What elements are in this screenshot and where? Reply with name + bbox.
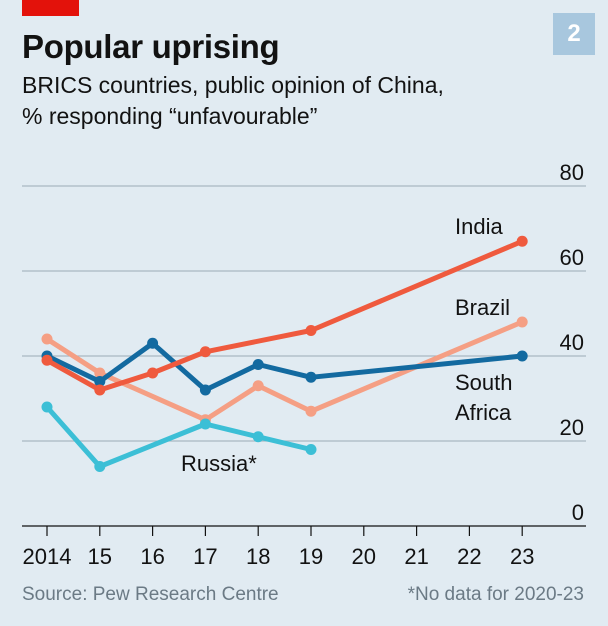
brand-red-tab bbox=[22, 0, 79, 16]
series-label-india: India bbox=[455, 214, 503, 239]
data-point-india-2014 bbox=[41, 354, 53, 366]
data-note: *No data for 2020-23 bbox=[407, 584, 584, 605]
data-point-russia-2019 bbox=[305, 444, 317, 455]
series-line-brazil bbox=[44, 319, 525, 423]
data-point-south-africa-2019 bbox=[305, 371, 317, 383]
series-line-russia bbox=[44, 404, 314, 469]
data-point-south-africa-2015 bbox=[94, 376, 106, 387]
y-tick-label-40: 40 bbox=[560, 330, 584, 355]
data-point-india-2017 bbox=[199, 346, 211, 358]
x-tick-label-2014: 2014 bbox=[23, 544, 72, 569]
x-tick-label-17: 17 bbox=[193, 544, 217, 569]
y-tick-label-80: 80 bbox=[560, 160, 584, 185]
chart-number-badge: 2 bbox=[553, 13, 595, 55]
series-label-brazil: Brazil bbox=[455, 295, 510, 320]
x-tick-label-21: 21 bbox=[404, 544, 428, 569]
series-line-india bbox=[44, 238, 525, 393]
series-label-south-africa-1: South bbox=[455, 370, 513, 395]
data-point-india-2023 bbox=[516, 235, 528, 247]
x-tick-label-15: 15 bbox=[88, 544, 112, 569]
x-tick-label-22: 22 bbox=[457, 544, 481, 569]
data-point-brazil-2018 bbox=[252, 380, 264, 392]
data-point-brazil-2014 bbox=[41, 333, 53, 345]
series-label-south-africa-2: Africa bbox=[455, 400, 512, 425]
data-point-india-2019 bbox=[305, 325, 317, 336]
x-tick-label-23: 23 bbox=[510, 544, 534, 569]
x-tick-label-16: 16 bbox=[140, 544, 164, 569]
data-point-india-2015 bbox=[94, 384, 106, 396]
x-tick-label-19: 19 bbox=[299, 544, 323, 569]
subtitle-line-2: % responding “unfavourable” bbox=[22, 103, 318, 129]
series-label-russia: Russia* bbox=[181, 451, 257, 476]
x-tick-label-20: 20 bbox=[352, 544, 376, 569]
y-tick-label-20: 20 bbox=[560, 415, 584, 440]
data-point-russia-2017 bbox=[199, 418, 211, 430]
data-point-south-africa-2016 bbox=[147, 337, 159, 349]
data-point-india-2016 bbox=[147, 367, 159, 379]
data-point-south-africa-2017 bbox=[199, 384, 211, 396]
data-point-russia-2015 bbox=[94, 461, 106, 472]
y-tick-label-60: 60 bbox=[560, 245, 584, 270]
chart-title: Popular uprising bbox=[22, 28, 280, 65]
data-point-russia-2018 bbox=[252, 431, 264, 443]
subtitle-line-1: BRICS countries, public opinion of China… bbox=[22, 72, 444, 98]
data-point-south-africa-2023 bbox=[516, 350, 528, 362]
source-note: Source: Pew Research Centre bbox=[22, 584, 279, 605]
chart-subtitle: BRICS countries, public opinion of China… bbox=[22, 70, 542, 132]
data-point-russia-2014 bbox=[41, 401, 53, 413]
data-point-south-africa-2018 bbox=[252, 359, 264, 370]
y-tick-label-0: 0 bbox=[572, 500, 584, 525]
data-point-brazil-2019 bbox=[305, 405, 317, 417]
data-point-brazil-2023 bbox=[516, 316, 528, 328]
x-tick-label-18: 18 bbox=[246, 544, 270, 569]
data-point-brazil-2015 bbox=[94, 367, 106, 379]
